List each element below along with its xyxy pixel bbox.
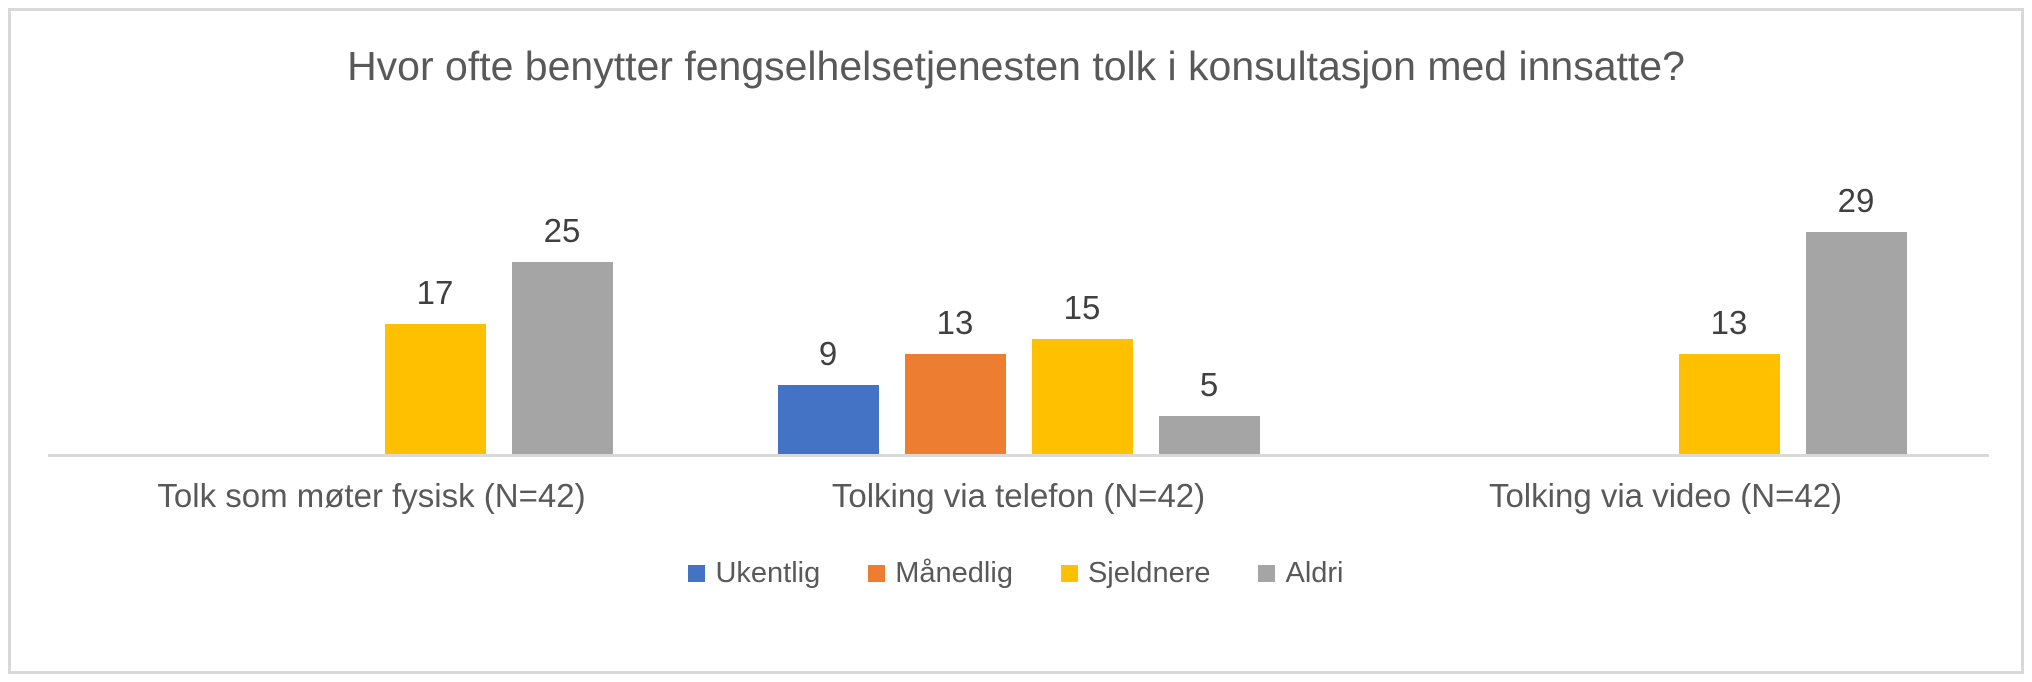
bar-value-label: 5	[1199, 366, 1219, 404]
bar-slot: 29	[1805, 182, 1907, 455]
bar-value-label: 17	[416, 274, 454, 312]
bar	[511, 262, 613, 455]
legend-swatch-icon	[1060, 565, 1078, 583]
legend-swatch-icon	[868, 565, 886, 583]
bar-slot: 15	[1031, 289, 1133, 455]
legend-item[interactable]: Aldri	[1258, 557, 1344, 590]
bar	[384, 324, 486, 455]
bar-slot: 25	[511, 212, 613, 455]
legend-item[interactable]: Månedlig	[868, 557, 1013, 590]
bar	[1678, 354, 1780, 455]
bar-value-label: 9	[818, 335, 838, 373]
bar	[1031, 339, 1133, 455]
bar	[1158, 416, 1260, 455]
bar-value-label: 15	[1063, 289, 1101, 327]
bar-slot: 13	[904, 304, 1006, 455]
legend-label: Aldri	[1285, 557, 1344, 590]
bar	[904, 354, 1006, 455]
legend-swatch-icon	[1258, 565, 1276, 583]
legend-item[interactable]: Sjeldnere	[1060, 557, 1211, 590]
legend-swatch-icon	[688, 565, 706, 583]
legend-label: Ukentlig	[715, 557, 821, 590]
bar-value-label: 29	[1837, 182, 1875, 220]
category-axis: Tolk som møter fysisk (N=42) Tolking via …	[48, 457, 1989, 515]
chart-title: Hvor ofte benytter fengselhelsetjenesten…	[347, 43, 1685, 89]
category-label: Tolking via telefon (N=42)	[831, 477, 1206, 515]
bar-group: 9 13 15 5	[695, 122, 1342, 455]
bar-slot: 13	[1678, 304, 1780, 455]
bar-group: 17 25	[48, 122, 695, 455]
chart-frame: Hvor ofte benytter fengselhelsetjenesten…	[8, 8, 2024, 674]
bar-value-label: 13	[1710, 304, 1748, 342]
bar-slot: 17	[384, 274, 486, 455]
bar-value-label: 13	[936, 304, 974, 342]
legend: Ukentlig Månedlig Sjeldnere Aldri	[11, 557, 2021, 590]
plot-area: 17 25 9 13 15 5 13 29	[48, 122, 1989, 458]
category-label: Tolking via video (N=42)	[1488, 477, 1843, 515]
bar-group: 13 29	[1342, 122, 1989, 455]
legend-label: Månedlig	[895, 557, 1013, 590]
legend-label: Sjeldnere	[1087, 557, 1211, 590]
bar	[777, 385, 879, 455]
category-label: Tolk som møter fysisk (N=42)	[157, 477, 586, 515]
bar-value-label: 25	[543, 212, 581, 250]
bar	[1805, 232, 1907, 455]
legend-item[interactable]: Ukentlig	[688, 557, 820, 590]
bar-slot: 5	[1158, 366, 1260, 455]
bar-slot: 9	[777, 335, 879, 455]
